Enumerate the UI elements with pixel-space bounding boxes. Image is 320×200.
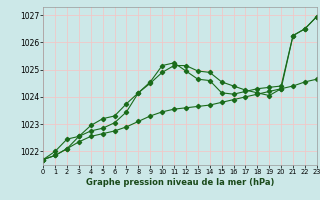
X-axis label: Graphe pression niveau de la mer (hPa): Graphe pression niveau de la mer (hPa) xyxy=(86,178,274,187)
